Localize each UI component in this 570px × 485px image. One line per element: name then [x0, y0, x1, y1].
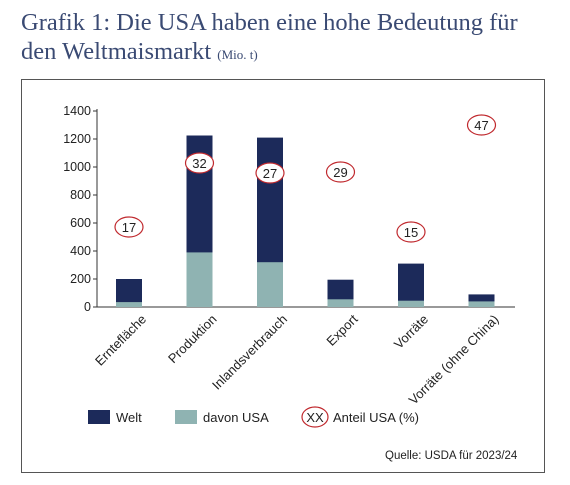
- bar-davon-usa: [186, 252, 213, 307]
- y-tick-label: 0: [84, 300, 91, 314]
- title-line-2: den Weltmaismarkt: [21, 38, 212, 65]
- legend-label-anteil: Anteil USA (%): [333, 410, 419, 425]
- bar-davon-usa: [468, 301, 495, 307]
- y-tick-label: 400: [70, 244, 91, 258]
- legend: Welt davon USA XX Anteil USA (%): [88, 406, 419, 428]
- bars: [116, 135, 495, 307]
- y-tick-label: 1200: [63, 132, 91, 146]
- source-note: Quelle: USDA für 2023/24: [385, 450, 518, 462]
- title-line-1: Grafik 1: Die USA haben eine hohe Bedeut…: [21, 9, 518, 36]
- y-tick-label: 600: [70, 216, 91, 230]
- share-marker: [255, 162, 285, 184]
- share-value: 17: [122, 220, 136, 235]
- share-marker: [114, 216, 144, 238]
- y-axis: 0 200 400 600 800 1000 1200 1400: [63, 104, 515, 314]
- y-tick-label: 1400: [63, 104, 91, 118]
- legend-label-usa: davon USA: [203, 410, 269, 425]
- bar-davon-usa: [327, 299, 354, 307]
- bar-davon-usa: [257, 262, 283, 307]
- share-marker: [184, 152, 215, 174]
- legend-swatch-welt: [88, 410, 110, 424]
- share-marker: [325, 161, 356, 183]
- share-marker: [396, 221, 426, 243]
- legend-marker-anteil: [301, 406, 329, 428]
- y-tick-label: 200: [70, 272, 91, 286]
- share-value: 47: [474, 118, 488, 133]
- bar-davon-usa: [116, 302, 142, 307]
- legend-label-welt: Welt: [116, 410, 142, 425]
- bar-welt: [398, 263, 424, 307]
- category-label: Erntefläche: [92, 312, 149, 369]
- chart-title: Grafik 1: Die USA haben eine hohe Bedeut…: [21, 8, 561, 69]
- category-label: Export: [323, 311, 360, 348]
- share-value: 29: [333, 165, 347, 180]
- title-unit: (Mio. t): [217, 47, 258, 62]
- legend-marker-text: XX: [306, 410, 324, 425]
- share-annotations: 17 32 27 29 15 47: [114, 114, 497, 243]
- category-label: Produktion: [165, 312, 220, 367]
- y-tick-label: 1000: [63, 160, 91, 174]
- legend-swatch-usa: [175, 410, 197, 424]
- bar-davon-usa: [398, 300, 424, 307]
- share-marker: [466, 114, 497, 136]
- category-label: Vorräte: [391, 312, 431, 352]
- chart-frame: [21, 79, 545, 473]
- y-tick-label: 800: [70, 188, 91, 202]
- category-label: Inlandsverbrauch: [209, 312, 290, 393]
- share-value: 15: [404, 225, 418, 240]
- share-value: 27: [263, 166, 277, 181]
- share-value: 32: [192, 156, 206, 171]
